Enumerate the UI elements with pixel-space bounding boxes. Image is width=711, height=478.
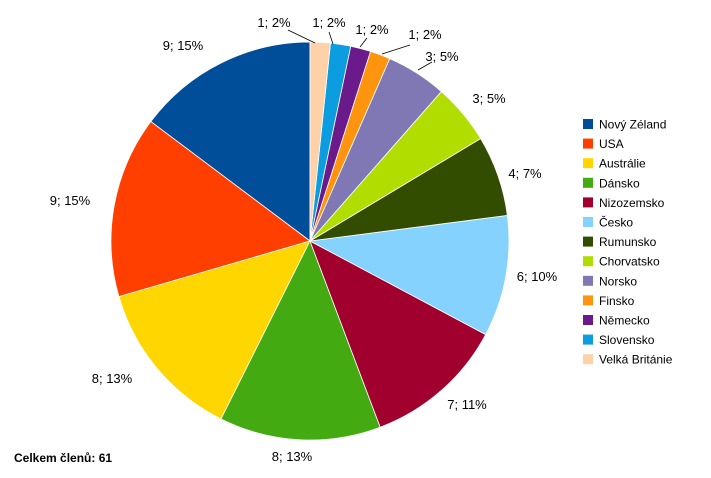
legend-swatch [583, 217, 593, 227]
legend-entry-label: Dánsko [599, 176, 640, 190]
legend-entry-label: Nizozemsko [599, 196, 665, 210]
legend-entry-label: Austrálie [599, 157, 646, 171]
legend-entry-label: Německo [599, 314, 650, 328]
slice-data-label: 3; 5% [425, 49, 459, 64]
slice-data-label: 8; 13% [92, 371, 133, 386]
leader-line [359, 37, 368, 48]
legend-swatch [583, 138, 593, 149]
slice-data-label: 1; 2% [408, 27, 442, 42]
pie-slices [110, 41, 510, 441]
legend-entry-label: USA [599, 137, 624, 151]
pie-slice-6 [308, 215, 510, 336]
leader-line [287, 29, 316, 44]
pie-slice-4 [220, 240, 381, 441]
leader-line [417, 61, 433, 71]
pie-slice-13 [309, 41, 331, 242]
pie-slice-5 [309, 240, 487, 428]
legend-swatch [583, 354, 593, 365]
legend-swatch [583, 256, 593, 267]
legend-swatch [583, 334, 593, 345]
slice-data-label: 9; 15% [163, 38, 204, 53]
slice-data-label: 9; 15% [50, 193, 91, 208]
legend-swatch [583, 158, 593, 169]
leader-line [381, 44, 411, 55]
data-labels: 9; 15% 9; 15% 8; 13% 8; 13% 7; 11% 6; 10% 4; 7… [50, 15, 558, 464]
legend-swatch [583, 197, 593, 208]
pie-slice-2 [110, 120, 311, 298]
legend-swatch [583, 275, 593, 286]
pie-slice-1 [150, 41, 311, 242]
legend-entry-label: Finsko [599, 294, 635, 308]
legend-entry-label: Velká Británie [599, 353, 673, 367]
slice-data-label: 7; 11% [447, 397, 487, 412]
slice-data-label: 1; 2% [257, 15, 291, 30]
slice-data-label: 4; 7% [508, 166, 542, 181]
slice-data-label: 8; 13% [272, 449, 313, 464]
slice-data-label: 1; 2% [355, 22, 389, 37]
slice-data-label: 1; 2% [312, 15, 346, 30]
legend-entry-label: Norsko [599, 274, 637, 288]
legend-swatch [583, 177, 593, 188]
legend-entry-label: Chorvatsko [599, 255, 660, 269]
legend-entry-label: Slovensko [599, 333, 655, 347]
slice-data-label: 3; 5% [472, 91, 506, 106]
legend-swatch [583, 236, 593, 247]
legend-swatch [583, 295, 593, 306]
legend-entry-label: Nový Zéland [599, 118, 666, 132]
legend-swatch [583, 315, 593, 325]
slice-data-label: 6; 10% [517, 269, 558, 284]
pie-slice-3 [118, 240, 311, 420]
leader-line [328, 31, 334, 45]
legend-swatch [583, 119, 593, 129]
legend-entry-label: Rumunsko [599, 235, 657, 249]
legend-entry-label: Česko [599, 215, 633, 230]
leader-lines [287, 29, 433, 71]
legend: Nový Zéland USA Austrálie Dánsko Nizozemsko Č… [583, 118, 673, 367]
total-members-label: Celkem členů: 61 [14, 451, 112, 465]
